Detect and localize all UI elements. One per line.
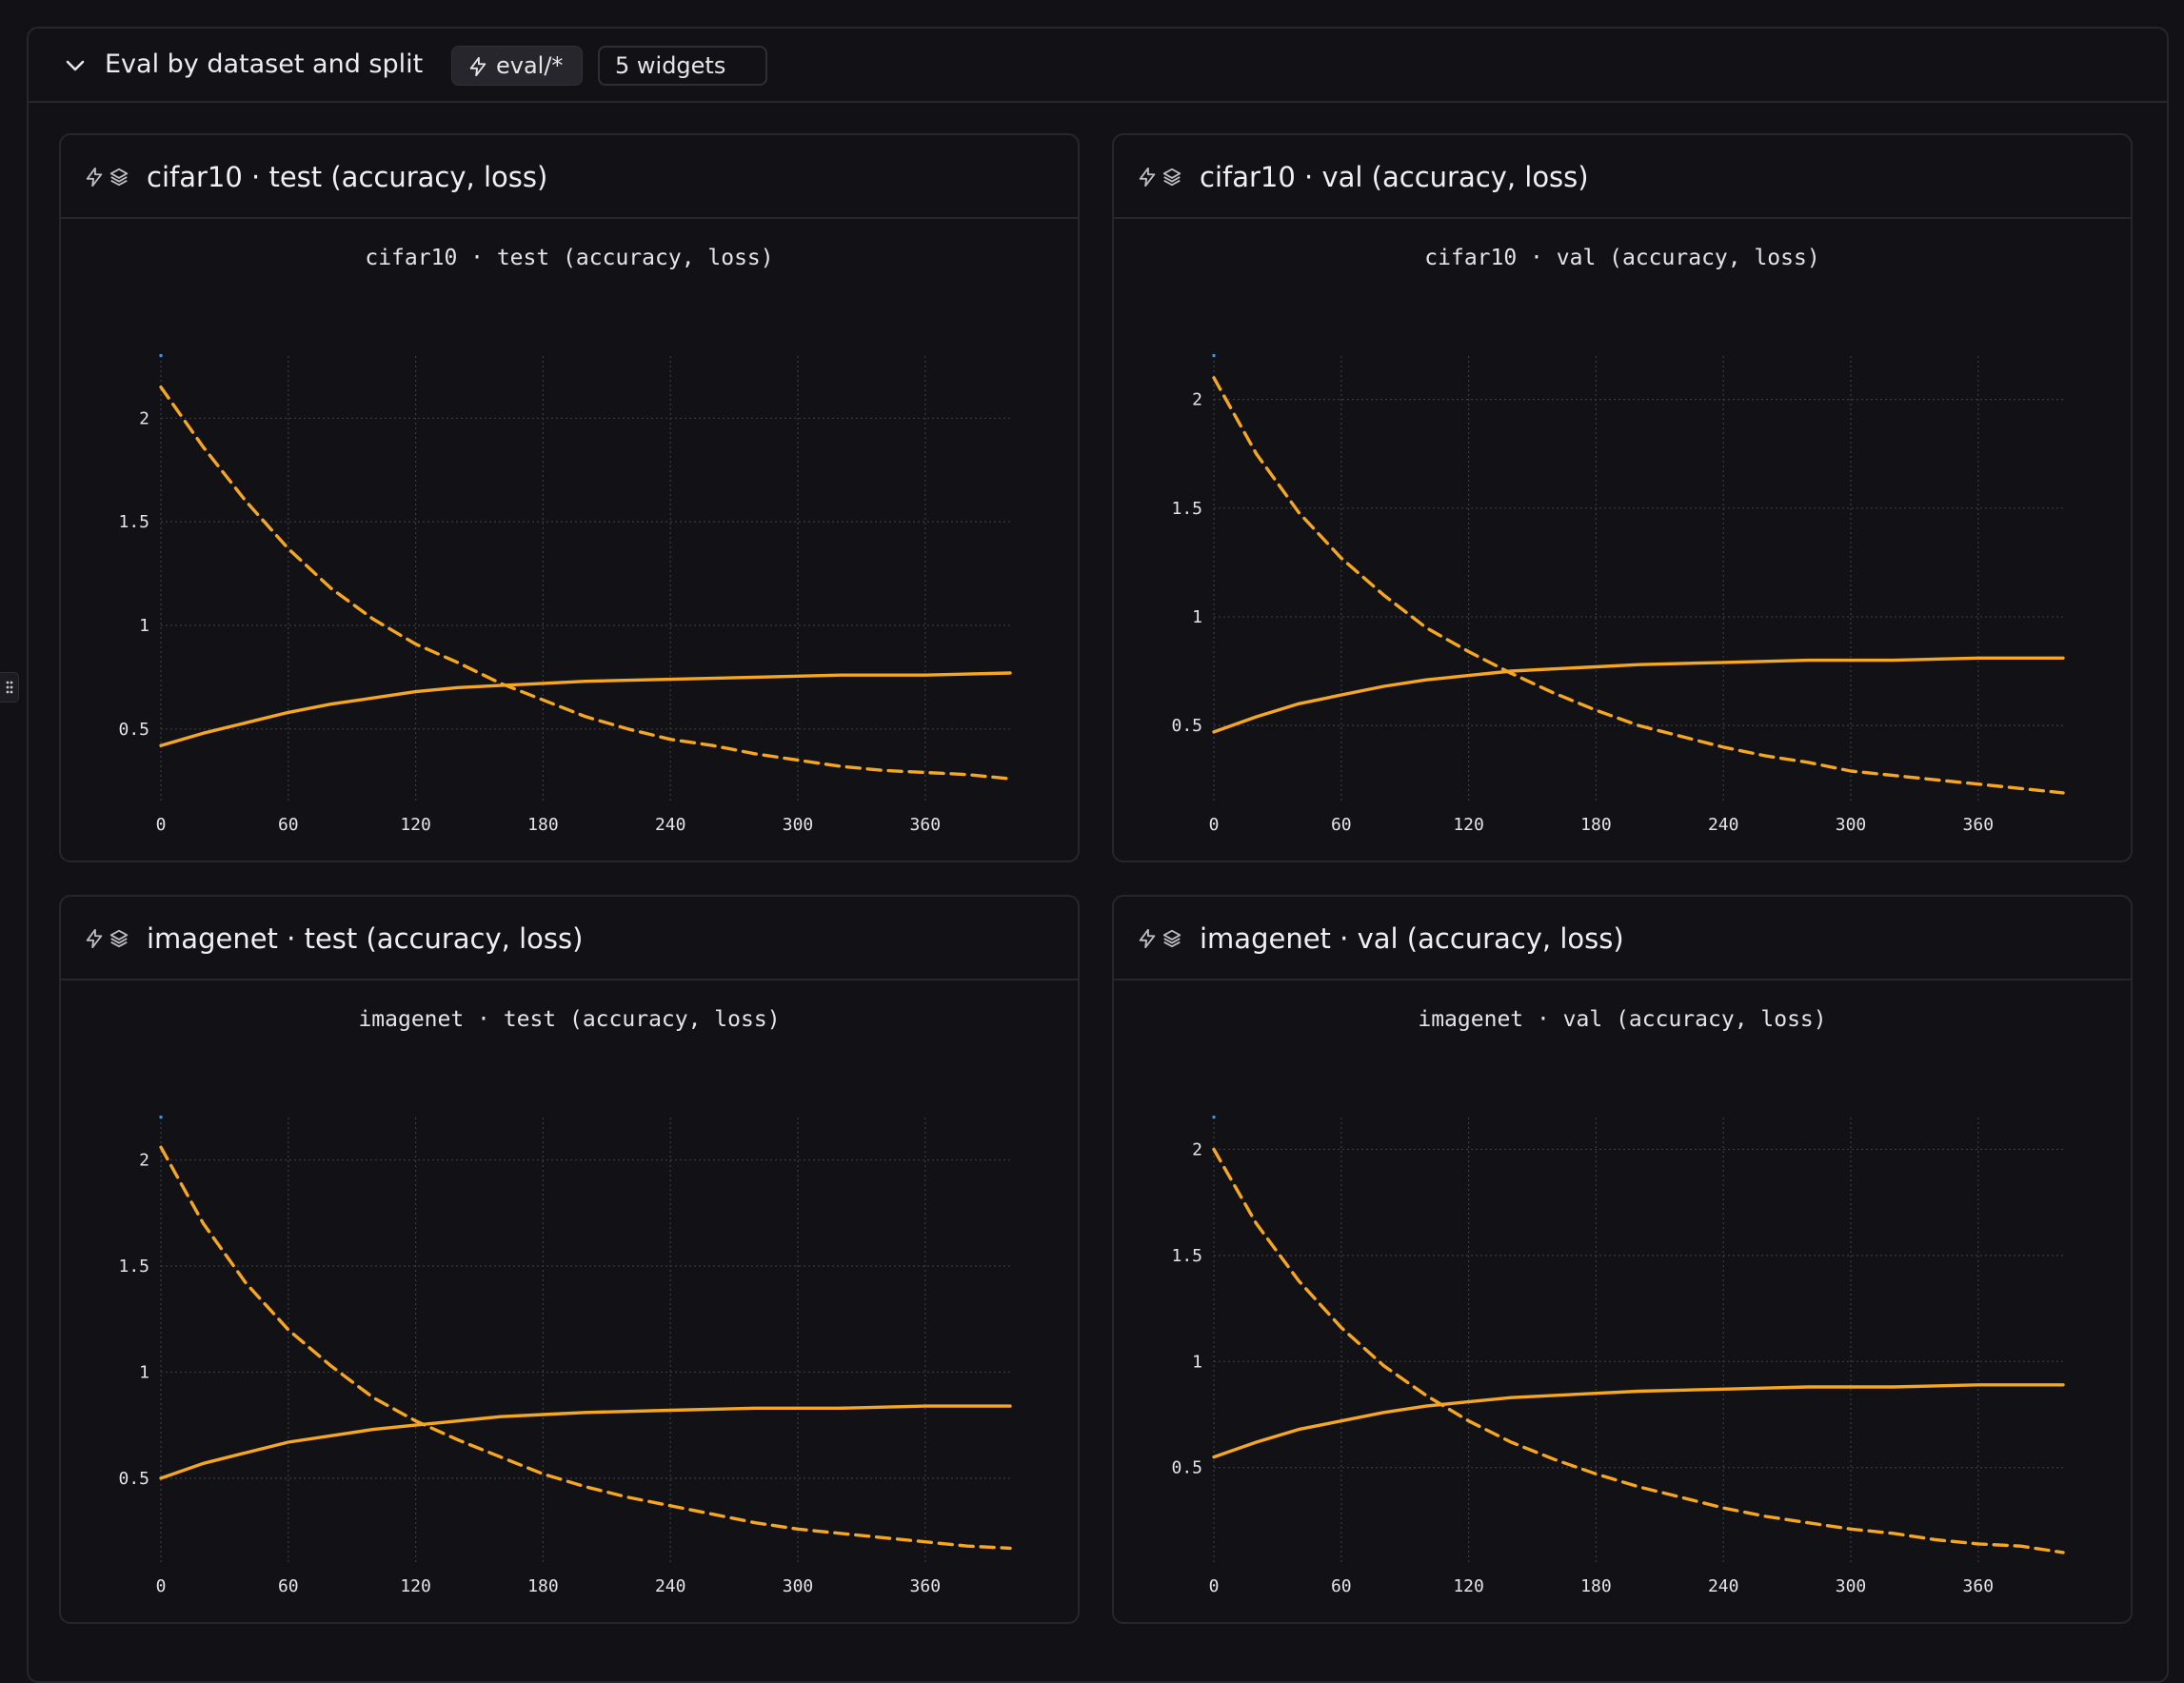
y-tick-label: 2 bbox=[139, 1151, 149, 1171]
chart-widget: imagenet · test (accuracy, loss) imagene… bbox=[59, 895, 1080, 1624]
x-tick-label: 0 bbox=[156, 815, 167, 835]
pattern-badge[interactable]: eval/* bbox=[451, 46, 583, 86]
x-tick-label: 240 bbox=[1708, 1576, 1739, 1596]
y-tick-label: 2 bbox=[139, 408, 149, 428]
x-tick-label: 360 bbox=[1963, 815, 1995, 835]
line-chart[interactable]: cifar10 · test (accuracy, loss) 0 60 120 180… bbox=[61, 219, 1078, 859]
x-tick-label: 180 bbox=[527, 815, 559, 835]
x-tick-label: 360 bbox=[910, 815, 942, 835]
x-tick-label: 300 bbox=[1836, 815, 1867, 835]
collapse-button[interactable] bbox=[61, 51, 89, 80]
widget-title[interactable]: cifar10 · val (accuracy, loss) bbox=[1200, 161, 1589, 193]
y-tick-label: 1.5 bbox=[1171, 499, 1202, 519]
chart-title: imagenet · val (accuracy, loss) bbox=[1418, 1007, 1826, 1032]
bolt-icon bbox=[86, 928, 103, 949]
y-tick-label: 1 bbox=[1192, 607, 1202, 627]
chart-widget: cifar10 · val (accuracy, loss) cifar10 ·… bbox=[1112, 133, 2133, 862]
x-tick-label: 60 bbox=[1331, 1576, 1352, 1596]
chart-title: cifar10 · val (accuracy, loss) bbox=[1424, 246, 1819, 270]
axis-origin-marker bbox=[159, 354, 163, 357]
x-tick-label: 120 bbox=[400, 815, 431, 835]
widget-header: imagenet · test (accuracy, loss) bbox=[61, 897, 1078, 980]
y-tick-label: 0.5 bbox=[118, 1469, 149, 1489]
x-tick-label: 60 bbox=[278, 815, 299, 835]
x-tick-label: 180 bbox=[1580, 1576, 1612, 1596]
loss-series-line bbox=[159, 385, 1012, 781]
widget-title[interactable]: imagenet · val (accuracy, loss) bbox=[1200, 922, 1624, 955]
widget-header: imagenet · val (accuracy, loss) bbox=[1114, 897, 2131, 980]
layers-icon bbox=[109, 929, 129, 948]
widget-title[interactable]: imagenet · test (accuracy, loss) bbox=[147, 922, 584, 955]
bolt-icon bbox=[469, 56, 486, 77]
y-tick-label: 0.5 bbox=[1171, 1458, 1202, 1478]
layers-icon bbox=[1162, 168, 1181, 187]
x-tick-label: 0 bbox=[1209, 815, 1220, 835]
axis-origin-marker bbox=[1212, 1116, 1216, 1119]
x-tick-label: 60 bbox=[278, 1576, 299, 1596]
x-tick-label: 360 bbox=[1963, 1576, 1995, 1596]
section-header: Eval by dataset and split eval/* 5 widge… bbox=[29, 29, 2167, 103]
y-tick-label: 1.5 bbox=[1171, 1246, 1202, 1266]
line-chart[interactable]: imagenet · val (accuracy, loss) 0 60 120 180… bbox=[1114, 980, 2131, 1620]
bolt-icon bbox=[1139, 167, 1156, 188]
line-chart[interactable]: imagenet · test (accuracy, loss) 0 60 120 18… bbox=[61, 980, 1078, 1620]
drag-handle-icon bbox=[6, 681, 12, 694]
chart-title: cifar10 · test (accuracy, loss) bbox=[365, 246, 773, 270]
x-tick-label: 360 bbox=[910, 1576, 942, 1596]
x-tick-label: 300 bbox=[783, 815, 814, 835]
x-tick-label: 240 bbox=[1708, 815, 1739, 835]
y-tick-label: 0.5 bbox=[1171, 716, 1202, 736]
widget-title[interactable]: cifar10 · test (accuracy, loss) bbox=[147, 161, 548, 193]
x-tick-label: 120 bbox=[1453, 1576, 1484, 1596]
chart-widget: cifar10 · test (accuracy, loss) cifar10 … bbox=[59, 133, 1080, 862]
layers-icon bbox=[1162, 929, 1181, 948]
y-tick-label: 2 bbox=[1192, 390, 1202, 410]
x-tick-label: 240 bbox=[655, 1576, 686, 1596]
y-tick-label: 2 bbox=[1192, 1139, 1202, 1159]
x-tick-label: 60 bbox=[1331, 815, 1352, 835]
x-tick-label: 120 bbox=[1453, 815, 1484, 835]
x-tick-label: 180 bbox=[1580, 815, 1612, 835]
accuracy-series-line bbox=[159, 1404, 1012, 1480]
y-tick-label: 1.5 bbox=[118, 512, 149, 532]
x-tick-label: 180 bbox=[527, 1576, 559, 1596]
widget-count-label: 5 widgets bbox=[615, 52, 726, 79]
loss-series-line bbox=[159, 1145, 1012, 1551]
x-tick-label: 240 bbox=[655, 815, 686, 835]
x-tick-label: 300 bbox=[1836, 1576, 1867, 1596]
y-tick-label: 1 bbox=[139, 1362, 149, 1382]
layers-icon bbox=[109, 168, 129, 187]
widget-header: cifar10 · test (accuracy, loss) bbox=[61, 135, 1078, 219]
axis-origin-marker bbox=[159, 1116, 163, 1119]
y-tick-label: 0.5 bbox=[118, 720, 149, 740]
accuracy-series-line bbox=[159, 671, 1012, 747]
pattern-badge-label: eval/* bbox=[496, 52, 564, 79]
y-tick-label: 1.5 bbox=[118, 1257, 149, 1277]
widget-count-badge: 5 widgets bbox=[598, 46, 767, 86]
axis-origin-marker bbox=[1212, 354, 1216, 357]
chevron-down-icon bbox=[66, 60, 85, 71]
accuracy-series-line bbox=[1212, 1383, 2065, 1459]
y-tick-label: 1 bbox=[139, 616, 149, 636]
chart-widget: imagenet · val (accuracy, loss) imagenet… bbox=[1112, 895, 2133, 1624]
line-chart[interactable]: cifar10 · val (accuracy, loss) 0 60 120 180 2… bbox=[1114, 219, 2131, 859]
bolt-icon bbox=[86, 167, 103, 188]
widget-header: cifar10 · val (accuracy, loss) bbox=[1114, 135, 2131, 219]
x-tick-label: 300 bbox=[783, 1576, 814, 1596]
y-tick-label: 1 bbox=[1192, 1352, 1202, 1372]
loss-series-line bbox=[1212, 1147, 2065, 1554]
x-tick-label: 0 bbox=[1209, 1576, 1220, 1596]
section-title: Eval by dataset and split bbox=[105, 50, 424, 79]
x-tick-label: 0 bbox=[156, 1576, 167, 1596]
chart-title: imagenet · test (accuracy, loss) bbox=[358, 1007, 780, 1032]
bolt-icon bbox=[1139, 928, 1156, 949]
drag-handle[interactable] bbox=[0, 672, 19, 703]
accuracy-series-line bbox=[1212, 656, 2065, 734]
x-tick-label: 120 bbox=[400, 1576, 431, 1596]
loss-series-line bbox=[1212, 376, 2065, 795]
